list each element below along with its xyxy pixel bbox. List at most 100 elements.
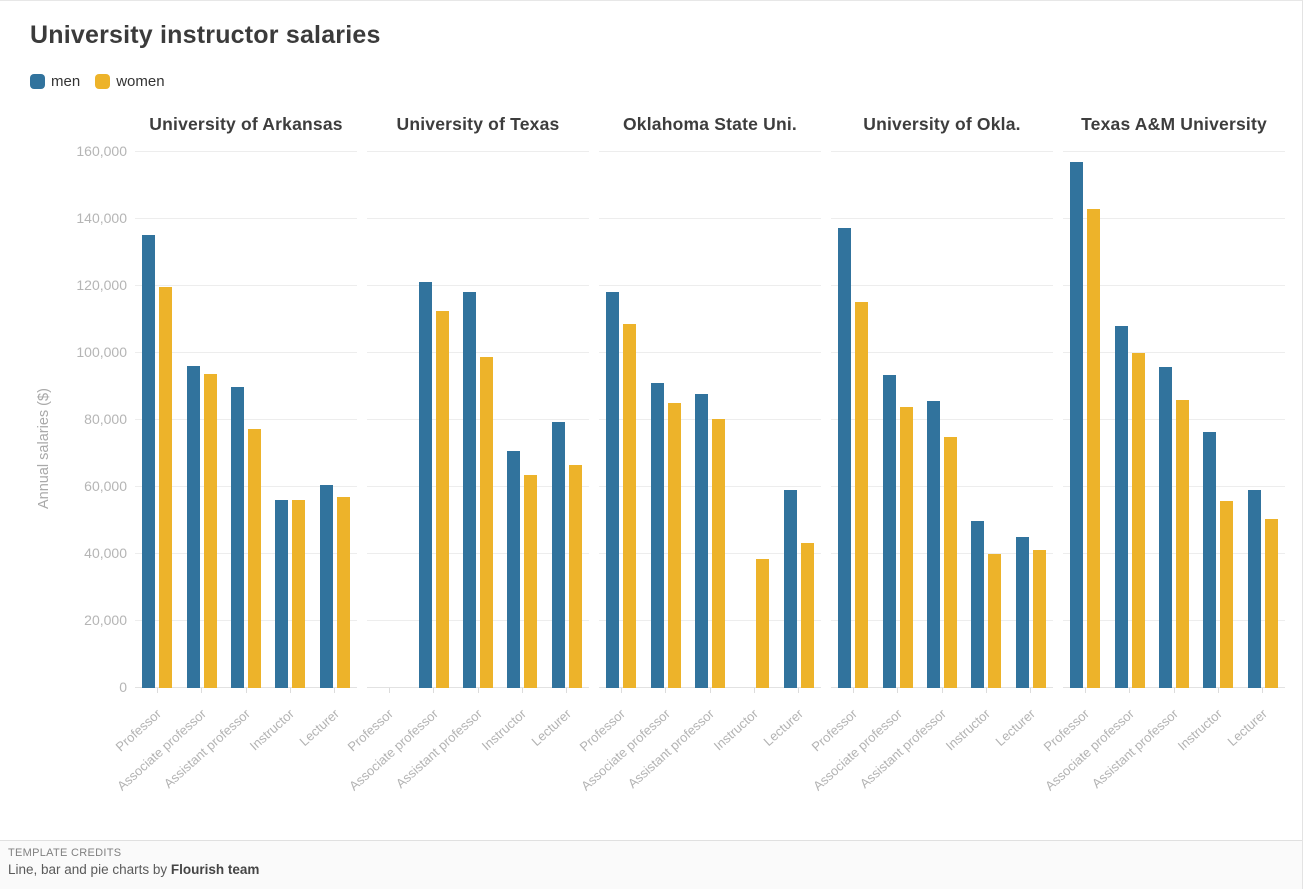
bar-men[interactable] [1159, 367, 1172, 688]
bar-women[interactable] [203, 374, 217, 688]
y-tick-label: 20,000 [84, 612, 127, 628]
facet-panel: University of Okla. Professor Associate pr… [809, 114, 1053, 818]
bar-women[interactable] [336, 497, 350, 688]
credits-text: Line, bar and pie charts by [8, 862, 168, 877]
bar-women[interactable] [1131, 353, 1145, 688]
bar-women[interactable] [1032, 549, 1046, 688]
bar-women[interactable] [800, 542, 814, 688]
bar-men[interactable] [971, 520, 985, 688]
bar-men[interactable] [551, 422, 565, 688]
x-tick-mark [897, 688, 899, 693]
gridline [831, 218, 1053, 219]
x-axis: Professor Associate professor Assistant pr… [577, 688, 821, 818]
x-axis: Professor Associate professor Assistant pr… [345, 688, 589, 818]
bar-women[interactable] [667, 402, 681, 688]
gridline [1063, 553, 1285, 554]
bar-men[interactable] [882, 374, 896, 688]
bar-men[interactable] [142, 235, 156, 688]
bar-men[interactable] [1247, 489, 1261, 688]
legend: men women [30, 73, 165, 90]
bar-women[interactable] [623, 324, 637, 688]
plot-area [367, 151, 589, 688]
credits-heading: TEMPLATE CREDITS [8, 847, 122, 859]
bar-women[interactable] [944, 437, 957, 688]
bar-men[interactable] [1203, 431, 1217, 688]
facet-title: University of Texas [396, 114, 560, 134]
bar-women[interactable] [988, 554, 1002, 688]
bar-women[interactable] [292, 500, 306, 688]
credits-line: Line, bar and pie charts by Flourish tea… [8, 862, 1294, 877]
plot-area [831, 151, 1053, 688]
bar-men[interactable] [463, 291, 476, 688]
bar-women[interactable] [1087, 208, 1101, 688]
legend-item-women[interactable]: women [95, 73, 165, 90]
x-tick-mark [566, 688, 568, 693]
bar-men[interactable] [783, 489, 797, 688]
gridline [1063, 352, 1285, 353]
gridline [135, 151, 357, 152]
bar-women[interactable] [712, 419, 725, 688]
bar-women[interactable] [1176, 399, 1189, 688]
x-tick-mark [1217, 688, 1219, 693]
x-tick-mark [709, 688, 711, 693]
x-tick-mark [156, 688, 158, 693]
facet-title: University of Arkansas [149, 114, 343, 134]
gridline [1063, 218, 1285, 219]
bar-men[interactable] [695, 393, 708, 688]
bar-women[interactable] [855, 302, 869, 688]
gridline [135, 419, 357, 420]
x-axis: Professor Associate professor Assistant pr… [1041, 688, 1285, 818]
y-tick-label: 40,000 [84, 545, 127, 561]
bar-men[interactable] [507, 451, 521, 688]
bar-women[interactable] [248, 428, 261, 688]
x-axis-baseline [831, 687, 1053, 688]
gridline [135, 218, 357, 219]
bar-women[interactable] [568, 464, 582, 688]
x-tick-mark [753, 688, 755, 693]
bar-women[interactable] [899, 406, 913, 688]
bar-men[interactable] [231, 386, 244, 688]
bar-men[interactable] [1070, 162, 1084, 688]
gridline [831, 553, 1053, 554]
bar-men[interactable] [606, 292, 620, 688]
bar-men[interactable] [927, 400, 940, 688]
facet-panel: University of Arkansas Professor Associate… [113, 114, 357, 818]
bar-men[interactable] [650, 383, 664, 688]
gridline [599, 553, 821, 554]
gridline [135, 352, 357, 353]
x-tick-mark [477, 688, 479, 693]
gridline [599, 151, 821, 152]
bar-men[interactable] [1114, 326, 1128, 688]
bar-women[interactable] [480, 356, 493, 688]
bar-men[interactable] [186, 365, 200, 688]
bar-women[interactable] [159, 287, 173, 688]
bar-women[interactable] [1220, 500, 1234, 688]
facet-title: Texas A&M University [1081, 114, 1267, 134]
x-tick-mark [245, 688, 247, 693]
facet-panel: Texas A&M University Professor Associate p… [1041, 114, 1285, 818]
x-tick-mark [433, 688, 435, 693]
bar-men[interactable] [1015, 537, 1029, 688]
facet-panel: Oklahoma State Uni. Professor Associate pr… [577, 114, 821, 818]
bar-women[interactable] [1264, 519, 1278, 688]
bar-women[interactable] [435, 311, 449, 688]
bar-men[interactable] [838, 228, 852, 688]
gridline [1063, 620, 1285, 621]
bar-women[interactable] [524, 475, 538, 688]
gridline [367, 285, 589, 286]
legend-label: men [51, 73, 81, 90]
x-tick-mark [334, 688, 336, 693]
x-tick-mark [620, 688, 622, 693]
y-axis-title: Annual salaries ($) [36, 388, 52, 509]
y-tick-label: 0 [119, 679, 127, 695]
bar-men[interactable] [418, 281, 432, 688]
bar-men[interactable] [319, 485, 333, 688]
bar-women[interactable] [756, 559, 770, 688]
legend-item-men[interactable]: men [30, 73, 80, 90]
gridline [1063, 419, 1285, 420]
gridline [831, 285, 1053, 286]
gridline [367, 352, 589, 353]
legend-swatch-icon [30, 74, 45, 89]
bar-men[interactable] [275, 500, 289, 688]
